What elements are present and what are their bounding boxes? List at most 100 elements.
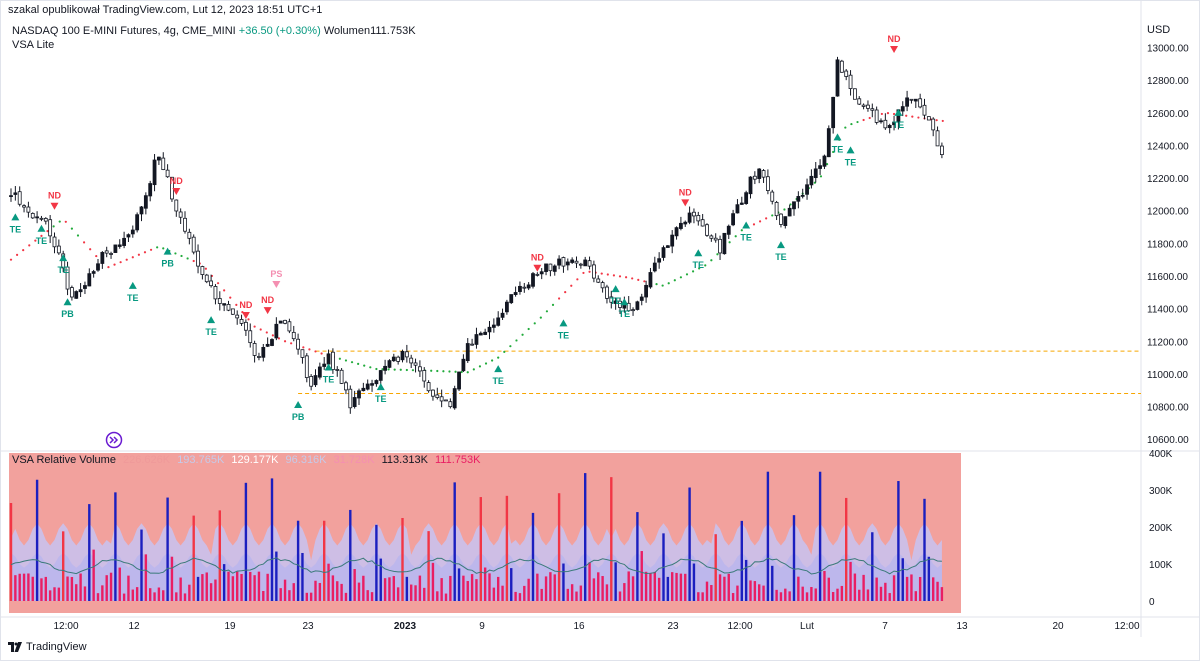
- ema-dot: [393, 368, 396, 371]
- volume-bar: [231, 576, 235, 601]
- candle-body: [870, 108, 875, 111]
- signal-label: ND: [888, 34, 901, 44]
- candle-body: [709, 235, 714, 239]
- signal-arrow-up: [11, 213, 20, 221]
- ema-dot: [612, 274, 616, 277]
- ema-dot: [771, 214, 774, 217]
- volume-bar: [227, 571, 230, 601]
- ema-dot: [235, 303, 238, 306]
- volume-bar: [266, 573, 269, 601]
- candle-body: [156, 156, 161, 161]
- signal-arrow-down: [533, 264, 542, 272]
- ema-dot: [624, 276, 628, 279]
- candle-body: [200, 266, 205, 275]
- candle-body: [883, 119, 888, 129]
- candle-body: [879, 120, 883, 123]
- candle-body: [70, 287, 74, 298]
- volume-indicator-title[interactable]: VSA Relative Volume: [12, 454, 116, 466]
- ema-dot: [917, 116, 920, 119]
- volume-bar: [188, 584, 191, 601]
- ema-dot: [259, 328, 262, 331]
- candle-body: [596, 278, 601, 283]
- ema-dot: [539, 316, 542, 319]
- volume-bar: [692, 563, 696, 601]
- volume-bar: [66, 576, 69, 601]
- candle-body: [326, 353, 331, 365]
- signal-label: TE: [893, 120, 905, 130]
- volume-bar: [697, 592, 700, 601]
- volume-bar: [684, 573, 687, 601]
- volume-bar: [657, 577, 661, 601]
- volume-bar: [79, 573, 82, 601]
- signal-arrow-up: [894, 108, 903, 116]
- ema-dot: [369, 366, 372, 369]
- ema-dot: [728, 241, 731, 244]
- volume-bar: [936, 581, 939, 601]
- volume-bar: [170, 556, 174, 601]
- candle-body: [344, 382, 348, 391]
- volume-bar: [475, 579, 478, 601]
- volume-bar: [270, 478, 274, 601]
- candle-body: [609, 296, 614, 303]
- candle-body: [300, 349, 305, 358]
- ema-dot: [935, 119, 938, 122]
- symbol-row[interactable]: NASDAQ 100 E-MINI Futures, 4g, CME_MINI …: [12, 24, 416, 38]
- ema-dot: [521, 333, 524, 336]
- volume-bar: [888, 593, 891, 601]
- candle-body: [83, 285, 87, 289]
- volume-bar: [344, 592, 348, 601]
- volume-bar: [827, 577, 830, 601]
- candle-body: [35, 216, 39, 219]
- time-tick-label: 23: [302, 621, 314, 632]
- symbol-legend: NASDAQ 100 E-MINI Futures, 4g, CME_MINI …: [12, 24, 416, 52]
- currency-label[interactable]: USD: [1147, 24, 1171, 36]
- time-tick-label: 12:00: [53, 621, 78, 632]
- ema-dot: [46, 230, 49, 233]
- volume-value-2: 193.765K: [177, 454, 225, 466]
- ema-dot: [411, 369, 415, 372]
- ema-dot: [283, 340, 287, 343]
- volume-bar: [884, 582, 887, 601]
- signal-label: PB: [292, 412, 305, 422]
- candle-body: [352, 397, 357, 407]
- ema-dot: [862, 118, 865, 122]
- signal-arrow-up: [207, 316, 216, 324]
- candle-body: [474, 334, 479, 345]
- price-tick-label: 12000.00: [1147, 207, 1189, 218]
- volume-bar: [575, 591, 578, 601]
- volume-bar: [623, 583, 626, 601]
- price-tick-label: 11000.00: [1147, 370, 1188, 381]
- volume-bar: [314, 580, 317, 601]
- volume-bar: [35, 479, 39, 601]
- symbol-name[interactable]: NASDAQ 100 E-MINI Futures, 4g, CME_MINI: [12, 25, 236, 37]
- ema-dot: [34, 239, 37, 242]
- volume-bar: [14, 575, 17, 601]
- candle-body: [122, 237, 126, 246]
- candle-body: [679, 222, 683, 229]
- signal-label: TE: [375, 394, 387, 404]
- price-tick-label: 12200.00: [1147, 174, 1189, 185]
- signal-label: TE: [832, 144, 844, 154]
- ema-dot: [472, 368, 475, 371]
- indicator-name[interactable]: VSA Lite: [12, 39, 55, 51]
- candle-body: [892, 121, 896, 126]
- signal-label: PB: [61, 309, 74, 319]
- volume-bar: [932, 577, 935, 601]
- volume-bar: [631, 576, 635, 601]
- candle-body: [796, 196, 801, 202]
- volume-bar: [897, 481, 900, 601]
- go-to-realtime-icon[interactable]: [105, 431, 123, 449]
- candle-body: [705, 224, 709, 236]
- ema-dot: [667, 282, 670, 285]
- volume-bar: [688, 487, 691, 601]
- volume-bar: [327, 563, 330, 601]
- candle-body: [265, 343, 270, 347]
- ema-dot: [551, 303, 555, 307]
- candle-body: [491, 324, 496, 328]
- candle-body: [126, 234, 131, 238]
- ema-dot: [52, 225, 55, 228]
- volume-bar: [914, 591, 917, 601]
- candle-body: [848, 74, 853, 89]
- volume-bar: [392, 576, 395, 601]
